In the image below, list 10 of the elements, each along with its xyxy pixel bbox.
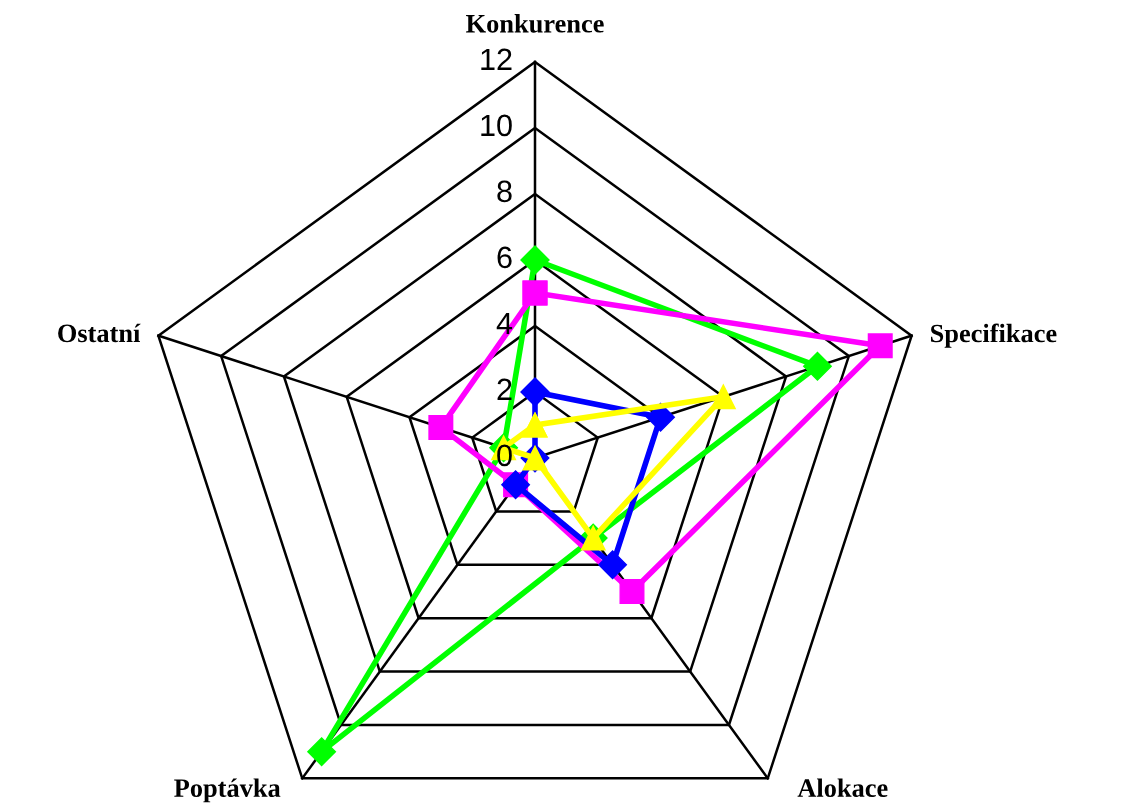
- spoke-label: Konkurence: [466, 14, 604, 33]
- y-tick-label: 12: [481, 48, 512, 70]
- spoke-label: Poptávka: [174, 778, 281, 803]
- spoke-label: Alokace: [797, 778, 888, 797]
- y-tick-label: 4: [496, 312, 513, 334]
- spoke-label: Ostatní: [58, 323, 141, 343]
- y-tick-label: 6: [497, 246, 512, 269]
- spoke-label: Specifikace: [931, 323, 1057, 348]
- y-tick-label: 8: [497, 180, 512, 203]
- y-tick-label: 10: [481, 114, 512, 137]
